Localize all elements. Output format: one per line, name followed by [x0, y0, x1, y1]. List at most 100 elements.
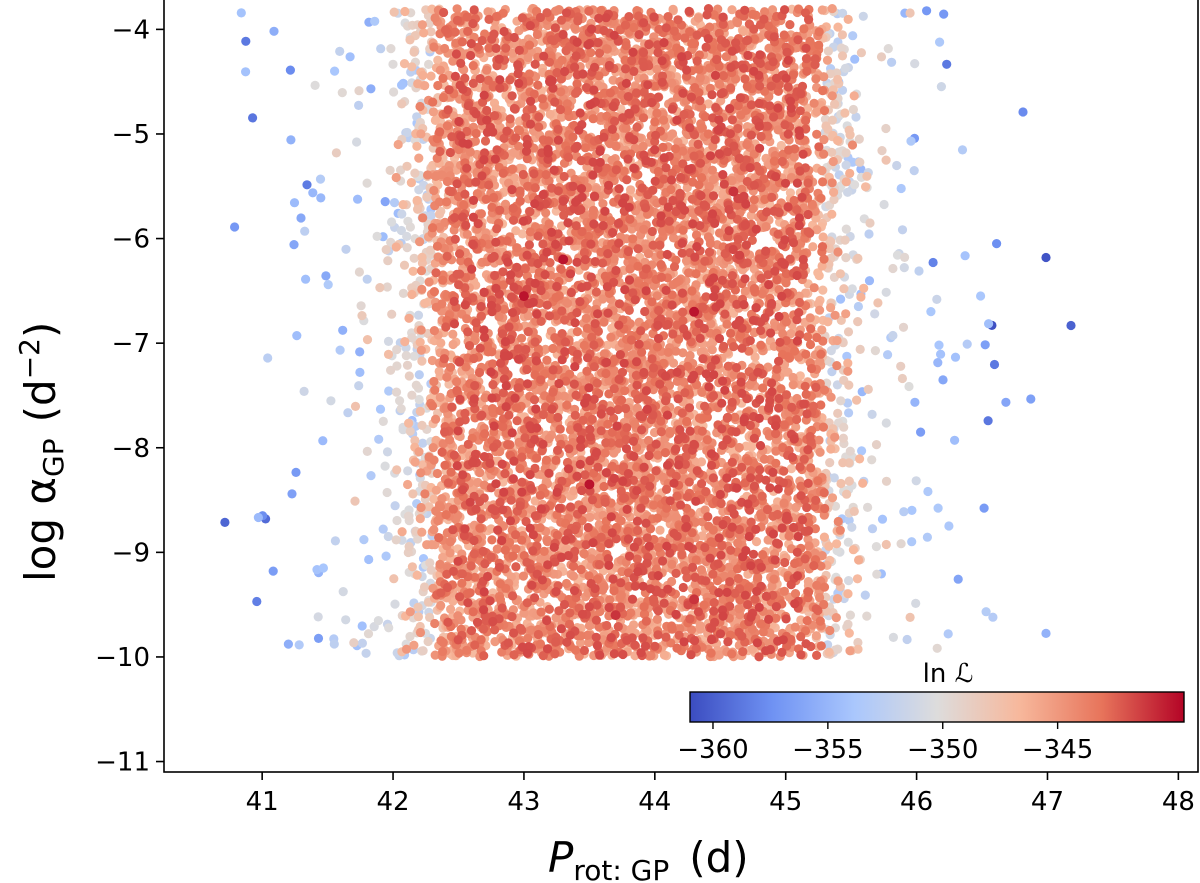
scatter-point	[392, 515, 402, 526]
scatter-point	[950, 352, 961, 362]
scatter-point	[417, 420, 427, 430]
scatter-point	[858, 11, 868, 21]
scatter-point	[625, 624, 636, 635]
scatter-point	[830, 310, 840, 320]
scatter-point	[855, 344, 865, 354]
scatter-point	[220, 517, 230, 528]
scatter-point	[935, 37, 945, 47]
scatter-point	[856, 292, 866, 302]
scatter-point	[835, 269, 846, 279]
scatter-point	[668, 358, 679, 368]
scatter-point	[386, 44, 396, 54]
scatter-point	[413, 204, 423, 214]
scatter-point	[827, 115, 838, 125]
scatter-point	[747, 644, 758, 654]
scatter-point	[315, 174, 326, 184]
scatter-point	[363, 629, 374, 639]
scatter-point	[863, 384, 873, 394]
scatter-point	[983, 416, 993, 426]
scatter-point	[942, 59, 952, 69]
scatter-point	[389, 198, 400, 208]
scatter-point	[402, 127, 412, 138]
scatter-point	[980, 340, 990, 350]
scatter-point	[659, 650, 670, 660]
scatter-point	[844, 576, 854, 586]
scatter-point	[847, 284, 857, 294]
scatter-point	[431, 414, 441, 424]
scatter-point	[435, 65, 445, 75]
scatter-point	[842, 351, 852, 361]
scatter-point	[362, 335, 373, 345]
scatter-point	[887, 57, 897, 67]
scatter-point	[391, 387, 402, 397]
scatter-point	[832, 539, 842, 549]
scatter-point	[822, 55, 833, 65]
scatter-point	[434, 366, 444, 376]
scatter-point	[253, 512, 263, 523]
scatter-point	[407, 62, 417, 72]
scatter-point	[436, 600, 446, 611]
scatter-point	[403, 466, 413, 476]
scatter-point	[364, 554, 374, 565]
scatter-point	[310, 80, 320, 90]
scatter-point	[862, 611, 872, 621]
scatter-point	[844, 380, 854, 390]
scatter-point	[300, 226, 310, 236]
scatter-point	[626, 185, 636, 195]
scatter-point	[417, 527, 427, 537]
scatter-point	[838, 458, 848, 468]
scatter-point	[616, 104, 626, 114]
scatter-point	[230, 222, 240, 232]
scatter-point	[413, 534, 423, 544]
scatter-point	[426, 565, 436, 575]
scatter-point	[837, 85, 848, 95]
scatter-point	[896, 183, 906, 194]
scatter-point	[820, 114, 831, 124]
scatter-point	[888, 330, 898, 341]
scatter-point	[897, 373, 908, 384]
scatter-point	[828, 156, 838, 167]
scatter-point	[568, 571, 579, 581]
scatter-point	[420, 298, 430, 308]
scatter-point	[872, 569, 882, 579]
scatter-point	[962, 339, 972, 349]
scatter-point	[448, 339, 458, 350]
scatter-point	[330, 66, 340, 76]
scatter-point	[844, 515, 854, 526]
scatter-point	[318, 436, 328, 446]
scatter-point	[957, 145, 968, 155]
scatter-point	[839, 284, 849, 294]
scatter-point	[397, 80, 407, 90]
scatter-point	[296, 213, 306, 223]
scatter-point	[911, 476, 921, 486]
scatter-point	[844, 476, 854, 486]
scatter-point	[827, 4, 837, 14]
scatter-point	[870, 346, 881, 356]
scatter-point	[418, 70, 428, 80]
scatter-point	[354, 100, 364, 110]
scatter-point	[286, 135, 296, 145]
scatter-point	[936, 349, 946, 359]
scatter-point	[380, 197, 390, 207]
scatter-point	[671, 512, 682, 522]
scatter-point	[562, 298, 573, 308]
scatter-point	[830, 99, 840, 109]
scatter-point	[905, 612, 915, 623]
scatter-point	[427, 540, 437, 550]
scatter-point	[899, 263, 909, 273]
scatter-point	[406, 178, 416, 188]
scatter-point	[381, 245, 391, 255]
scatter-point	[933, 503, 943, 513]
scatter-point	[384, 386, 394, 396]
scatter-point	[826, 444, 836, 454]
scatter-point	[366, 471, 376, 481]
scatter-point	[407, 562, 417, 572]
scatter-point	[881, 476, 892, 486]
scatter-point	[900, 252, 910, 262]
scatter-point	[896, 539, 906, 549]
scatter-point	[881, 123, 891, 134]
scatter-point	[419, 28, 429, 38]
scatter-point	[366, 84, 376, 94]
scatter-point	[848, 545, 859, 555]
scatter-point	[397, 527, 407, 537]
